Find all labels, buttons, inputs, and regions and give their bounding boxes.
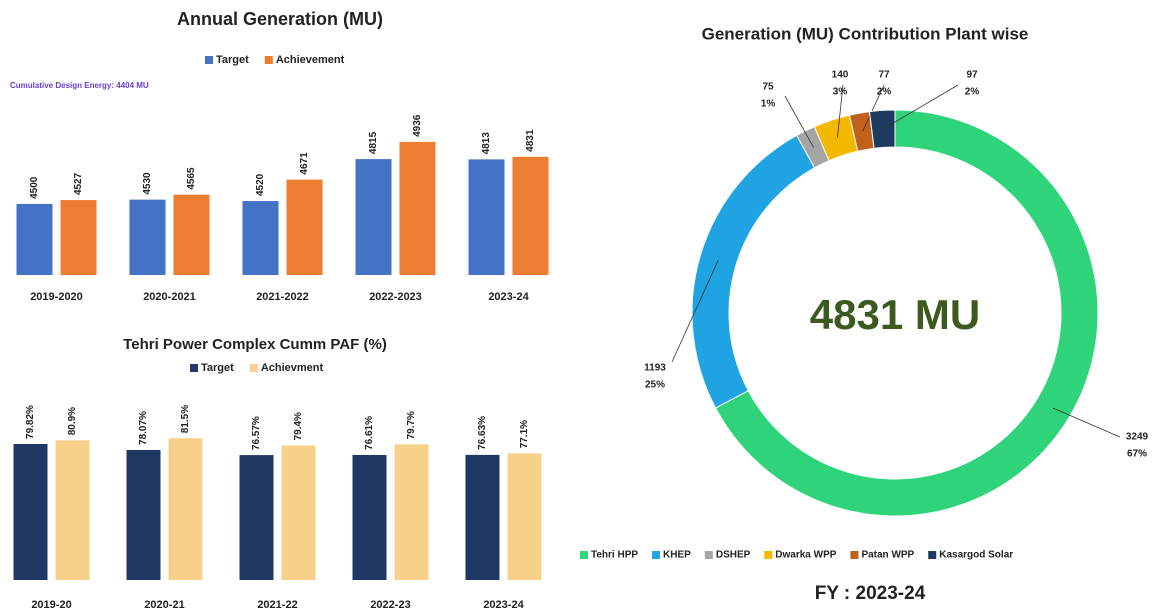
bar <box>129 199 166 275</box>
legend-swatch <box>264 56 273 64</box>
leader-line <box>784 95 814 148</box>
x-tick-label: 2019-2020 <box>30 291 83 303</box>
legend-swatch <box>249 364 258 372</box>
bar <box>16 203 53 275</box>
bar <box>352 454 387 580</box>
x-tick-label: 2019-20 <box>31 599 71 611</box>
value-label: 79.7% <box>406 411 417 439</box>
bar <box>394 444 429 580</box>
bar <box>126 449 161 580</box>
donut-slice <box>714 109 1099 517</box>
value-label: 4520 <box>255 173 266 196</box>
leader-line <box>1052 407 1121 438</box>
bar <box>468 159 505 275</box>
chart-title: Generation (MU) Contribution Plant wise <box>702 24 1029 43</box>
bar <box>13 443 48 580</box>
chart-title: Tehri Power Complex Cumm PAF (%) <box>123 336 387 353</box>
x-tick-label: 2020-21 <box>144 599 184 611</box>
bar <box>168 438 203 580</box>
value-label: 75 <box>762 82 774 93</box>
value-label: 4813 <box>481 132 492 155</box>
center-label: 4831 MU <box>810 291 980 338</box>
value-label: 78.07% <box>138 411 149 445</box>
leader-line <box>671 260 719 363</box>
bar <box>173 194 210 275</box>
value-label: 76.61% <box>364 416 375 450</box>
leader-line <box>837 84 844 138</box>
bar <box>286 179 323 275</box>
value-label: 4530 <box>142 172 153 195</box>
x-tick-label: 2020-2021 <box>143 291 196 303</box>
x-tick-label: 2022-2023 <box>369 291 422 303</box>
value-label: 77.1% <box>519 420 530 448</box>
leader-line <box>862 84 885 132</box>
legend-swatch <box>652 551 661 559</box>
legend-label: Target <box>201 362 234 374</box>
legend-swatch <box>580 551 588 559</box>
x-tick-label: 2023-24 <box>483 599 524 611</box>
legend-swatch <box>190 364 198 372</box>
value-label: 4831 <box>525 129 536 152</box>
legend-swatch <box>928 551 937 559</box>
bar <box>60 200 97 275</box>
legend-swatch <box>850 551 859 559</box>
percent-label: 3% <box>833 87 848 98</box>
donut-slice <box>868 109 896 149</box>
value-label: 4671 <box>299 152 310 175</box>
donut-slice <box>691 134 816 409</box>
value-label: 97 <box>966 70 978 81</box>
percent-label: 67% <box>1127 449 1147 460</box>
bar <box>281 445 316 580</box>
value-label: 79.82% <box>25 405 36 439</box>
bar <box>355 159 392 275</box>
value-label: 76.63% <box>477 416 488 450</box>
bar <box>239 455 274 580</box>
value-label: 4527 <box>73 172 84 195</box>
x-tick-label: 2021-22 <box>257 599 297 611</box>
legend-swatch <box>764 551 773 559</box>
percent-label: 2% <box>877 87 892 98</box>
bar <box>465 454 500 580</box>
footer: FY : 2023-24 <box>815 583 926 604</box>
legend-label: DSHEP <box>716 550 751 561</box>
leader-line <box>883 84 959 130</box>
value-label: 4500 <box>29 176 40 199</box>
bar <box>507 453 542 580</box>
legend-swatch <box>704 551 713 559</box>
value-label: 3249 <box>1126 432 1149 443</box>
x-tick-label: 2022-23 <box>370 599 410 611</box>
legend-label: Tehri HPP <box>591 550 638 561</box>
legend-label: Target <box>216 54 249 66</box>
bar <box>512 156 549 275</box>
annotation: Cumulative Design Energy: 4404 MU <box>10 81 149 90</box>
x-tick-label: 2021-2022 <box>256 291 309 303</box>
legend-label: Achievement <box>276 54 345 66</box>
value-label: 1193 <box>644 363 666 374</box>
bar <box>242 201 279 275</box>
bar <box>399 141 436 275</box>
value-label: 80.9% <box>67 407 78 435</box>
value-label: 77 <box>878 70 890 81</box>
chart-title: Annual Generation (MU) <box>177 9 383 29</box>
legend-label: Patan WPP <box>861 550 914 561</box>
value-label: 76.57% <box>251 416 262 450</box>
value-label: 4936 <box>412 114 423 137</box>
value-label: 140 <box>832 70 849 81</box>
value-label: 4565 <box>186 167 197 190</box>
bar <box>55 440 90 580</box>
percent-label: 1% <box>761 99 776 110</box>
legend-label: Achievment <box>261 362 324 374</box>
value-label: 81.5% <box>180 405 191 433</box>
percent-label: 2% <box>965 87 980 98</box>
value-label: 4815 <box>368 131 379 154</box>
value-label: 79.4% <box>293 412 304 440</box>
legend-label: KHEP <box>663 550 691 561</box>
percent-label: 25% <box>645 380 665 391</box>
legend-label: Dwarka WPP <box>775 550 836 561</box>
legend-label: Kasargod Solar <box>939 550 1013 561</box>
x-tick-label: 2023-24 <box>488 291 529 303</box>
legend-swatch <box>205 56 213 64</box>
